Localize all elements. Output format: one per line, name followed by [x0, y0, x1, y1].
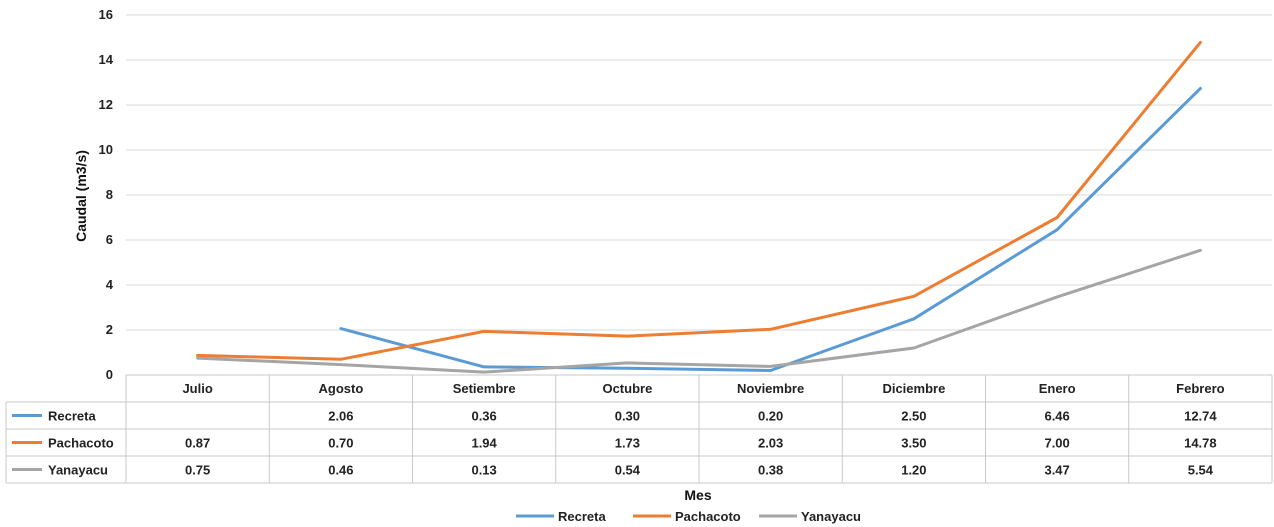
legend-label: Yanayacu	[801, 509, 861, 524]
data-label: 0.13	[471, 463, 496, 478]
data-label: 3.50	[901, 436, 926, 451]
x-tick-label: Noviembre	[737, 381, 804, 396]
y-axis-title: Caudal (m3/s)	[73, 150, 89, 242]
legend: Recreta Pachacoto Yanayacu	[516, 509, 861, 524]
y-tick-label: 16	[99, 7, 113, 22]
data-label: 1.20	[901, 463, 926, 478]
x-tick-label: Agosto	[318, 381, 363, 396]
data-label: 0.75	[185, 463, 210, 478]
data-label: 5.54	[1188, 463, 1214, 478]
x-tick-label: Febrero	[1176, 381, 1224, 396]
data-label: 12.74	[1184, 409, 1217, 424]
data-label: 0.38	[758, 463, 783, 478]
gridlines	[126, 14, 1272, 376]
data-label: 0.46	[328, 463, 353, 478]
x-tick-label: Diciembre	[882, 381, 945, 396]
y-tick-label: 6	[106, 232, 113, 247]
y-tick-label: 4	[106, 277, 114, 292]
data-label: 0.20	[758, 409, 783, 424]
table-series-name: Recreta	[48, 409, 96, 424]
y-tick-label: 14	[99, 52, 114, 67]
x-tick-label: Octubre	[602, 381, 652, 396]
data-label: 6.46	[1044, 409, 1069, 424]
y-tick-label: 2	[106, 322, 113, 337]
x-tick-label: Julio	[182, 381, 212, 396]
data-label: 2.50	[901, 409, 926, 424]
legend-label: Recreta	[558, 509, 606, 524]
x-tick-label: Setiembre	[453, 381, 516, 396]
y-axis-ticks: 0 2 4 6 8 10 12 14 16	[99, 7, 114, 382]
series-lines	[196, 40, 1202, 374]
data-label: 0.70	[328, 436, 353, 451]
data-label: 0.30	[615, 409, 640, 424]
data-label: 7.00	[1044, 436, 1069, 451]
series-line-recreta	[339, 86, 1202, 372]
x-tick-label: Enero	[1039, 381, 1076, 396]
y-tick-label: 0	[106, 367, 113, 382]
table-series-name: Pachacoto	[48, 436, 114, 451]
table-series-name: Yanayacu	[48, 463, 108, 478]
x-axis-title: Mes	[684, 487, 711, 503]
y-tick-label: 12	[99, 97, 113, 112]
data-label: 3.47	[1044, 463, 1069, 478]
data-label: 0.54	[615, 463, 641, 478]
series-line-pachacoto	[196, 40, 1202, 361]
data-label: 14.78	[1184, 436, 1217, 451]
y-tick-label: 10	[99, 142, 113, 157]
data-label: 0.87	[185, 436, 210, 451]
legend-label: Pachacoto	[675, 509, 741, 524]
data-label: 2.03	[758, 436, 783, 451]
data-table: Julio Agosto Setiembre Octubre Noviembre Dici…	[5, 374, 1273, 484]
data-label: 1.73	[615, 436, 640, 451]
data-label: 0.36	[471, 409, 496, 424]
data-label: 1.94	[471, 436, 497, 451]
series-line-yanayacu	[196, 248, 1202, 374]
data-label: 2.06	[328, 409, 353, 424]
y-tick-label: 8	[106, 187, 113, 202]
